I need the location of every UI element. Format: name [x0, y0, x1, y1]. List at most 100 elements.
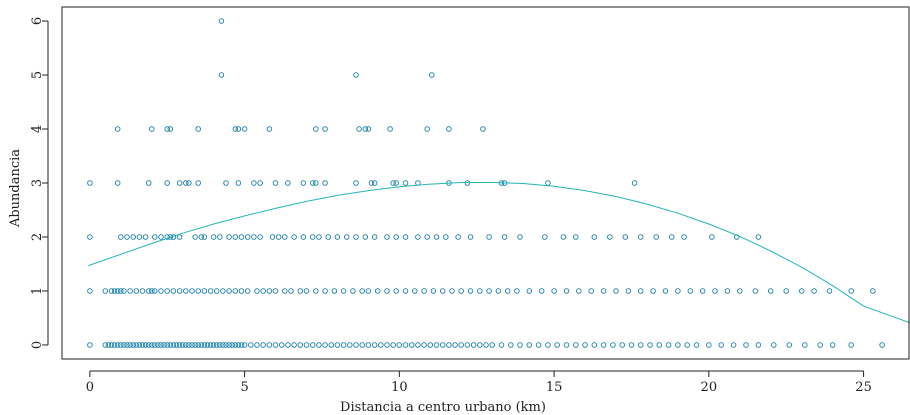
- data-point: [130, 342, 136, 348]
- data-point: [300, 234, 307, 240]
- data-point: [149, 126, 155, 132]
- data-point: [207, 342, 214, 348]
- data-point: [477, 288, 483, 294]
- data-point: [213, 342, 220, 348]
- data-point: [164, 234, 170, 240]
- data-point: [195, 180, 201, 186]
- data-point: [356, 126, 362, 132]
- data-point: [535, 342, 542, 348]
- data-point: [170, 342, 177, 348]
- data-point: [111, 342, 118, 348]
- data-point: [622, 234, 629, 240]
- data-point: [158, 234, 164, 240]
- data-point: [291, 342, 297, 348]
- data-point: [232, 342, 239, 348]
- data-point: [687, 288, 694, 294]
- data-point: [213, 288, 220, 294]
- data-point: [365, 342, 372, 348]
- data-point: [693, 342, 700, 348]
- data-point: [582, 342, 588, 348]
- data-point: [415, 234, 421, 240]
- data-point: [554, 342, 560, 348]
- data-point: [297, 342, 304, 348]
- data-point: [730, 342, 737, 348]
- data-point: [114, 342, 121, 348]
- x-axis: 0 5 10 15 20 25: [86, 370, 872, 395]
- data-point: [359, 288, 365, 294]
- data-point: [275, 234, 282, 240]
- y-tick-label: 4: [30, 125, 45, 133]
- data-point: [158, 288, 164, 294]
- data-point: [204, 342, 211, 348]
- data-point: [176, 342, 183, 348]
- data-point: [257, 234, 263, 240]
- data-point: [195, 126, 201, 132]
- data-point: [433, 234, 440, 240]
- data-point: [309, 342, 316, 348]
- data-point: [495, 288, 502, 294]
- data-point: [108, 288, 115, 294]
- data-point: [402, 342, 409, 348]
- data-point: [449, 288, 455, 294]
- data-point: [303, 288, 310, 294]
- x-tick-label: 0: [86, 380, 94, 395]
- data-point: [300, 180, 307, 186]
- data-point: [114, 180, 121, 186]
- data-point: [464, 342, 471, 348]
- data-point: [879, 342, 885, 348]
- data-point: [724, 288, 731, 294]
- data-point: [378, 342, 384, 348]
- data-point: [164, 342, 170, 348]
- data-point: [127, 288, 133, 294]
- data-point: [288, 288, 294, 294]
- data-point: [526, 288, 533, 294]
- data-point: [443, 234, 449, 240]
- data-point: [241, 342, 248, 348]
- data-point: [183, 342, 189, 348]
- data-point: [424, 126, 430, 132]
- data-point: [662, 288, 669, 294]
- data-point: [637, 234, 644, 240]
- data-point: [105, 342, 112, 348]
- data-point: [170, 288, 177, 294]
- data-point: [149, 288, 155, 294]
- data-point: [477, 342, 483, 348]
- data-point: [421, 342, 427, 348]
- data-point: [508, 342, 514, 348]
- data-point: [501, 234, 508, 240]
- data-point: [124, 342, 130, 348]
- data-point: [220, 288, 226, 294]
- data-point: [254, 342, 260, 348]
- data-point: [647, 342, 653, 348]
- data-point: [118, 288, 124, 294]
- data-point: [712, 288, 718, 294]
- data-point: [588, 288, 594, 294]
- data-point: [145, 180, 152, 186]
- data-point: [802, 342, 808, 348]
- data-point: [133, 342, 140, 348]
- data-point: [198, 234, 205, 240]
- data-point: [458, 288, 464, 294]
- data-point: [161, 342, 167, 348]
- data-point: [433, 342, 440, 348]
- data-point: [681, 234, 687, 240]
- data-point: [848, 288, 854, 294]
- data-point: [573, 234, 579, 240]
- data-point: [316, 342, 322, 348]
- data-point: [114, 126, 121, 132]
- data-point: [223, 342, 229, 348]
- data-point: [152, 234, 158, 240]
- data-point: [322, 180, 328, 186]
- data-point: [130, 234, 136, 240]
- data-point: [218, 18, 225, 24]
- data-point: [266, 342, 273, 348]
- data-point: [353, 180, 359, 186]
- data-point: [637, 342, 644, 348]
- data-point: [665, 342, 672, 348]
- data-point: [183, 288, 189, 294]
- data-point: [637, 288, 644, 294]
- data-point: [504, 288, 511, 294]
- data-point: [282, 288, 288, 294]
- data-point: [176, 234, 183, 240]
- data-point: [628, 342, 635, 348]
